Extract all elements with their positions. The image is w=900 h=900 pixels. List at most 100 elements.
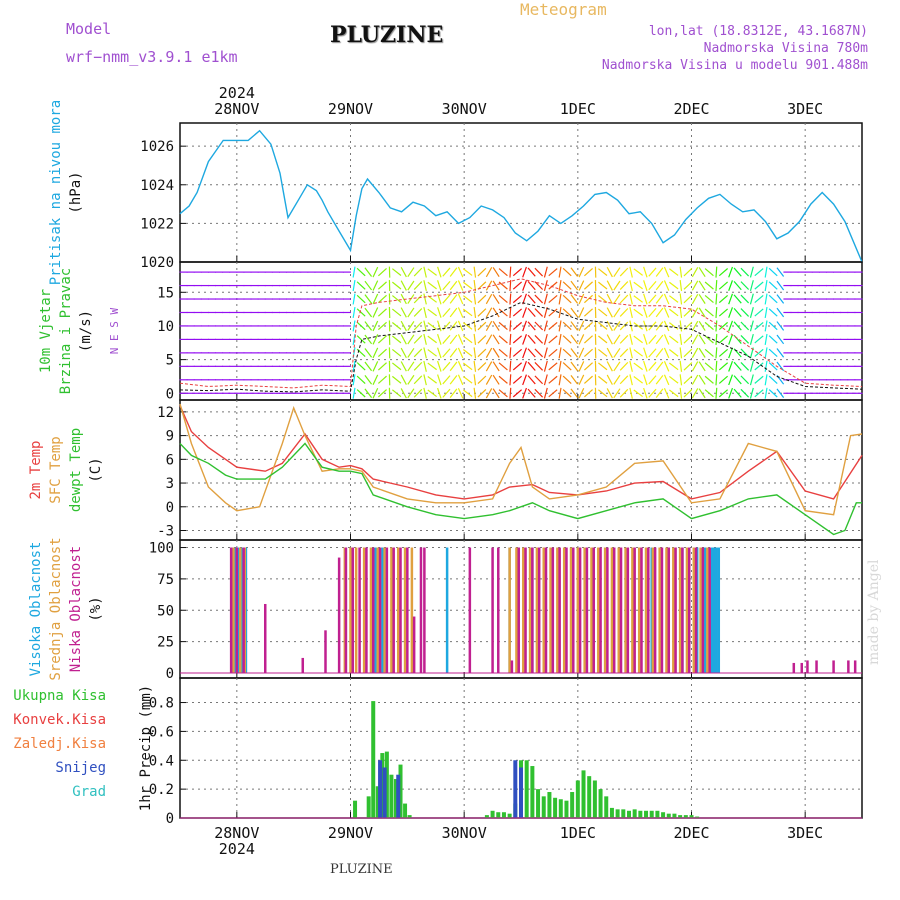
wind-arrow [679, 306, 683, 319]
wind-arrow [407, 374, 415, 385]
wind-arrow [570, 388, 579, 399]
wind-arrow [691, 320, 699, 332]
wind-arrow [427, 389, 437, 398]
bar-mid [692, 547, 696, 673]
wind-arrow [598, 335, 608, 344]
wind-arrow [462, 375, 473, 384]
wind-arrow [715, 333, 718, 345]
wind-arrow [606, 347, 613, 359]
wind-arrow [462, 349, 473, 357]
wind-arrow [352, 320, 356, 332]
wind-arrow [629, 333, 633, 345]
wind-gust-line [179, 278, 863, 389]
wind-arrow [776, 348, 785, 358]
wind-arrow [598, 389, 608, 398]
wind-arrow [543, 266, 548, 278]
wind-arrow [578, 388, 585, 399]
y-tick-label: 3 [166, 476, 174, 492]
wind-arrow [457, 374, 464, 386]
wind-arrow [527, 321, 536, 331]
bar-low [301, 657, 305, 673]
wind-arrow [527, 281, 536, 291]
bar-high [445, 547, 449, 673]
bar-total [484, 815, 489, 818]
y-axis-label: (%) [88, 596, 104, 621]
wind-arrow [400, 347, 407, 359]
wind-arrow [558, 266, 562, 278]
wind-arrow [728, 360, 734, 372]
wind-arrow [498, 268, 508, 277]
wind-arrow [512, 268, 523, 277]
wind-arrow [691, 374, 699, 385]
bar-low [606, 547, 609, 673]
wind-arrow [633, 389, 643, 398]
bar-low [371, 547, 375, 673]
wind-arrow [749, 374, 754, 386]
wind-arrow [377, 362, 387, 371]
y-axis-label: SFC Temp [48, 436, 64, 503]
wind-arrow [527, 348, 536, 358]
wind-arrow [449, 375, 458, 385]
series-line-pressure [179, 129, 863, 263]
wind-arrow [407, 334, 415, 345]
wind-arrow [364, 294, 373, 304]
wind-arrow [413, 267, 423, 277]
wind-arrow [669, 268, 679, 276]
y-tick-label: 9 [166, 429, 174, 445]
y-tick-label: 0 [166, 386, 174, 402]
wind-arrow [754, 375, 764, 384]
y-tick-label: 0.4 [149, 753, 174, 769]
wind-arrow [407, 280, 415, 291]
wind-arrow [492, 280, 500, 291]
wind-arrow [754, 281, 764, 290]
wind-arrow [543, 280, 548, 292]
wind-arrow [485, 307, 493, 318]
wind-arrow [643, 374, 648, 386]
bar-low [565, 547, 568, 673]
wind-arrow [718, 268, 729, 277]
wind-arrow [457, 361, 464, 372]
wind-arrow [733, 361, 742, 371]
wind-arrow [562, 281, 572, 290]
wind-arrow [698, 388, 706, 399]
bar-low [633, 547, 636, 673]
wind-arrow [643, 360, 648, 372]
wind-arrow [534, 375, 544, 385]
bar-low [497, 547, 500, 673]
wind-arrow [485, 374, 493, 385]
wind-arrow [606, 266, 613, 278]
wind-arrow [715, 280, 718, 292]
wind-arrow [498, 308, 508, 317]
wind-arrow [633, 295, 643, 303]
x-tick-label-bottom: 2DEC [673, 824, 709, 842]
wind-arrow [749, 320, 754, 332]
wind-arrow [485, 267, 493, 278]
wind-arrow [613, 294, 621, 304]
wind-arrow [372, 388, 379, 399]
bar-high [710, 547, 714, 673]
bar-total [644, 810, 649, 818]
wind-arrow [619, 308, 629, 317]
wind-arrow [548, 335, 558, 344]
wind-arrow [613, 280, 621, 291]
wind-arrow [663, 347, 670, 359]
bar-total [672, 813, 677, 818]
wind-arrow [683, 348, 693, 358]
wind-arrow [442, 294, 451, 304]
bar-low [537, 547, 541, 673]
bar-low [531, 547, 534, 673]
wind-arrow [683, 375, 693, 385]
wind-arrow [598, 362, 608, 371]
bar-mid [376, 547, 380, 673]
wind-arrow [683, 281, 693, 290]
wind-arrow [509, 374, 512, 386]
wind-arrow [669, 295, 679, 303]
wind-arrow [548, 295, 558, 304]
wind-arrow [534, 361, 544, 371]
wind-arrow [485, 347, 493, 358]
wind-arrow [512, 294, 523, 304]
wind-arrow [558, 280, 562, 292]
wind-arrow [522, 347, 527, 359]
y-axis-label: 2m Temp [28, 440, 44, 499]
wind-arrow [512, 281, 523, 290]
